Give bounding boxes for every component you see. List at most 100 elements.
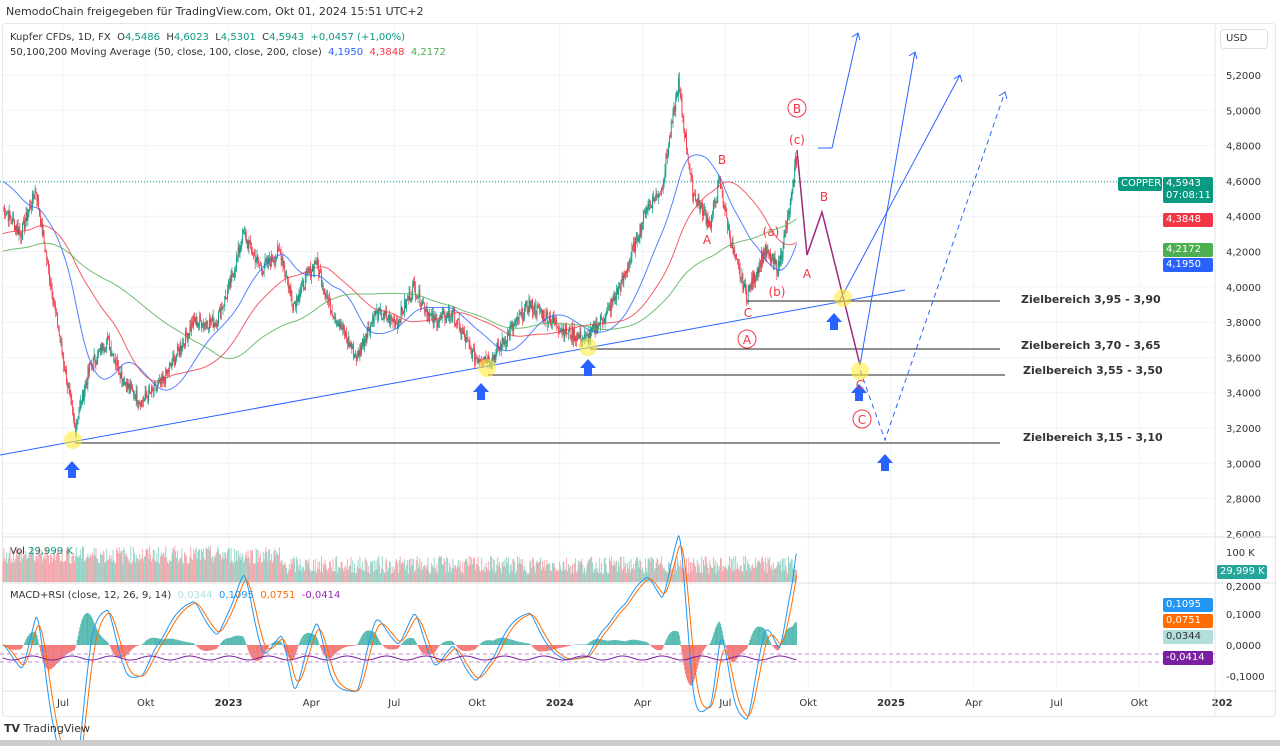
- candle-body: [517, 318, 519, 322]
- volume-bar: [394, 569, 396, 582]
- candle-body: [721, 187, 723, 197]
- macd-histogram-bar: [221, 641, 223, 645]
- volume-bar: [603, 558, 605, 582]
- candle-body: [321, 285, 323, 286]
- volume-bar: [154, 560, 156, 582]
- candle-body: [561, 329, 563, 332]
- volume-bar: [185, 555, 187, 582]
- macd-histogram-bar: [84, 613, 86, 645]
- macd-histogram-bar: [678, 635, 680, 645]
- candle-body: [399, 321, 401, 324]
- volume-bar: [410, 566, 412, 582]
- macd-histogram-bar: [334, 645, 336, 655]
- volume-bar: [227, 550, 228, 582]
- candle-body: [745, 283, 746, 290]
- candle-body: [44, 242, 46, 252]
- candle-body: [667, 155, 669, 158]
- volume-bar: [671, 568, 673, 582]
- macd-histogram-bar: [687, 645, 689, 683]
- macd-badge: 0,1095: [1163, 598, 1213, 612]
- candle-body: [659, 193, 661, 197]
- volume-bar: [459, 560, 461, 582]
- volume-bar: [2, 561, 4, 582]
- candle-body: [652, 196, 654, 200]
- macd-histogram-bar: [446, 641, 448, 645]
- candle-body: [197, 324, 199, 327]
- macd-histogram-bar: [644, 641, 645, 645]
- candle-body: [3, 207, 5, 209]
- ma-legend-row[interactable]: 50,100,200 Moving Average (50, close, 10…: [10, 45, 446, 60]
- macd-histogram-bar: [207, 645, 209, 651]
- price-tick: 3,8000: [1226, 318, 1261, 329]
- currency-button[interactable]: USD: [1220, 29, 1268, 49]
- candle-body: [523, 317, 525, 321]
- candle-body: [703, 209, 705, 211]
- macd-histogram-bar: [199, 645, 201, 649]
- macd-histogram-bar: [33, 631, 35, 645]
- volume-bar: [695, 572, 697, 582]
- volume-bar: [260, 554, 262, 582]
- candle-body: [186, 335, 188, 341]
- candle-body: [476, 358, 478, 360]
- macd-histogram-bar: [259, 645, 261, 661]
- candle-body: [38, 198, 40, 210]
- macd-histogram-bar: [581, 644, 583, 645]
- candle-body: [785, 226, 787, 231]
- macd-histogram-bar: [512, 640, 514, 645]
- tradingview-logo[interactable]: TV TradingView: [4, 722, 90, 735]
- macd-legend[interactable]: MACD+RSI (close, 12, 26, 9, 14) 0,0344 0…: [10, 590, 340, 601]
- macd-histogram-bar: [453, 642, 455, 645]
- candle-body: [198, 323, 200, 325]
- candle-body: [465, 337, 466, 343]
- macd-histogram-bar: [94, 624, 96, 645]
- ma100-badge: 4,3848: [1163, 213, 1213, 227]
- macd-histogram-bar: [265, 645, 267, 652]
- volume-legend[interactable]: Vol 29,999 K: [10, 546, 73, 557]
- candle-body: [693, 193, 695, 198]
- candle-body: [389, 315, 391, 324]
- candle-body: [718, 179, 720, 183]
- volume-bar: [552, 563, 554, 582]
- candle-body: [634, 241, 635, 252]
- volume-bar: [57, 551, 59, 582]
- symbol-legend-row[interactable]: Kupfer CFDs, 1D, FX O4,5486 H4,6023 L4,5…: [10, 30, 446, 45]
- macd-histogram-bar: [48, 645, 50, 670]
- ma200-value: 4,2172: [410, 47, 446, 58]
- macd-histogram-bar: [391, 645, 393, 650]
- candle-body: [83, 390, 84, 401]
- candle-body: [93, 354, 95, 358]
- macd-histogram-bar: [497, 638, 499, 645]
- volume-bar: [75, 547, 77, 582]
- volume-bar: [694, 563, 696, 582]
- volume-bar: [31, 546, 33, 582]
- volume-bar: [759, 561, 761, 582]
- macd-histogram-bar: [463, 645, 465, 652]
- candle-body: [511, 323, 513, 328]
- volume-bar: [174, 546, 176, 582]
- candle-body: [118, 371, 120, 374]
- volume-bar: [39, 547, 41, 582]
- macd-histogram-bar: [339, 645, 341, 650]
- macd-histogram-bar: [136, 645, 138, 646]
- volume-bar: [346, 558, 348, 582]
- candle-body: [354, 353, 355, 358]
- macd-histogram-bar: [182, 641, 184, 645]
- symbol-name: Kupfer CFDs, 1D, FX: [10, 32, 111, 43]
- macd-histogram-bar: [729, 645, 731, 660]
- volume-bar: [717, 565, 719, 582]
- volume-bar: [159, 563, 160, 582]
- candle-body: [306, 272, 308, 273]
- volume-bar: [319, 561, 321, 582]
- macd-histogram-bar: [145, 640, 147, 645]
- candle-body: [253, 252, 255, 255]
- volume-bar: [347, 570, 349, 582]
- volume-bar: [41, 561, 43, 582]
- volume-bar: [37, 558, 39, 582]
- candle-body: [376, 310, 378, 312]
- macd-histogram-bar: [459, 645, 461, 650]
- candle-body: [550, 322, 552, 325]
- volume-bar: [501, 562, 503, 582]
- candle-body: [166, 369, 168, 374]
- macd-histogram-bar: [584, 644, 585, 645]
